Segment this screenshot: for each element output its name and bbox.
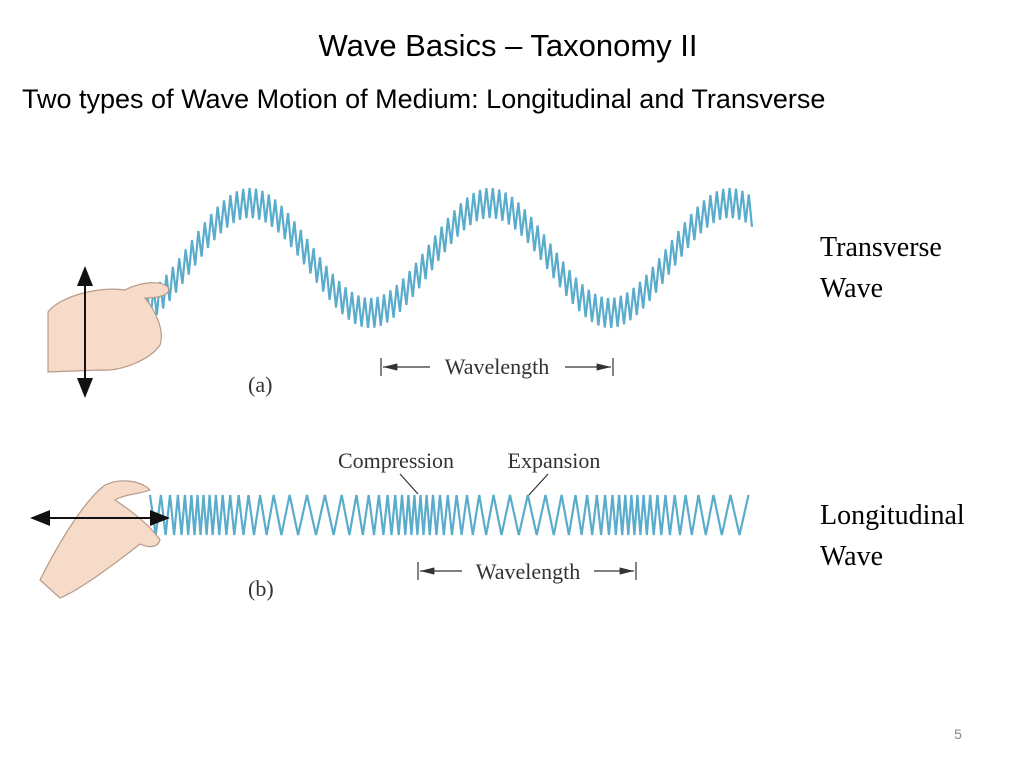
longitudinal-spring — [148, 494, 750, 536]
leader — [399, 473, 419, 495]
wavelength-label: Wavelength — [445, 354, 550, 379]
caption-line: Wave — [820, 541, 883, 572]
figure-a-label: (a) — [248, 372, 272, 397]
compression-label: Compression — [338, 448, 454, 473]
caption: Transverse Wave — [820, 232, 949, 304]
figure-b-label: (b) — [248, 576, 274, 601]
title: Wave Basics – Taxonomy II — [318, 28, 697, 63]
leader — [527, 473, 549, 497]
page-number: 5 — [954, 726, 962, 742]
expansion-label: Expansion — [508, 448, 601, 473]
wavelength-label: Wavelength — [476, 559, 581, 584]
hand-b — [39, 480, 161, 599]
caption-line: Wave — [820, 273, 883, 304]
caption: Longitudinal Wave — [820, 500, 972, 572]
caption-line: Longitudinal — [820, 500, 965, 531]
transverse-spring — [126, 187, 754, 329]
hand-a — [47, 282, 170, 373]
subtitle: Two types of Wave Motion of Medium: Long… — [22, 84, 825, 114]
caption-line: Transverse — [820, 232, 942, 263]
